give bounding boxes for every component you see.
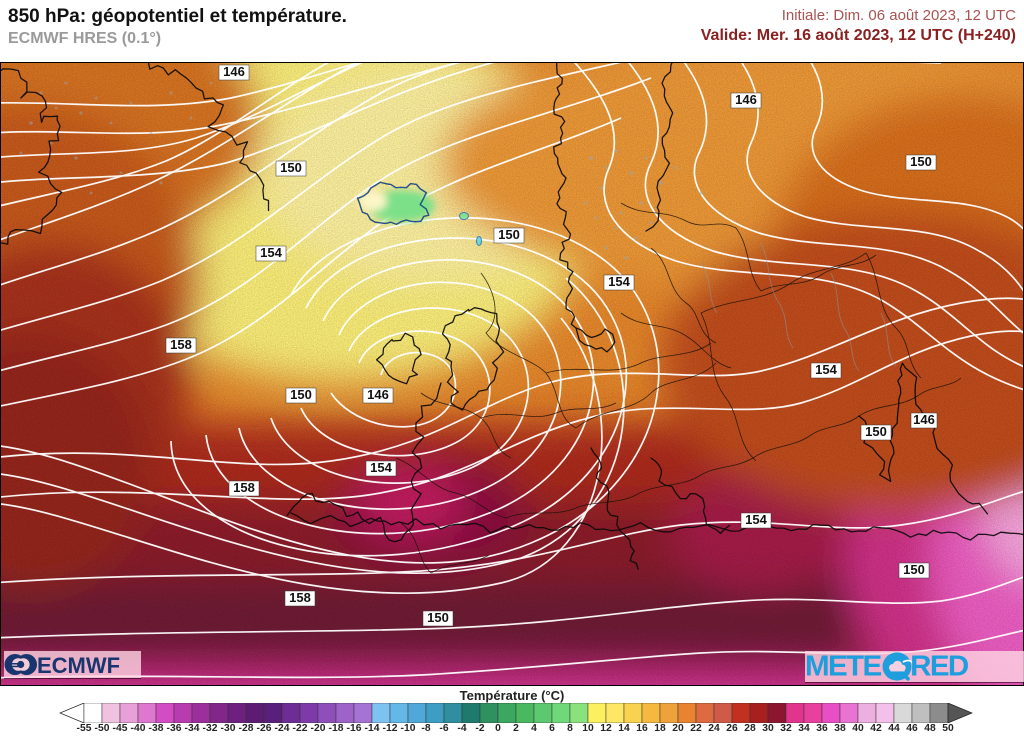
svg-text:ECMWF: ECMWF [37,653,120,678]
svg-text:158: 158 [170,337,192,352]
svg-text:150: 150 [498,227,520,242]
svg-text:146: 146 [735,92,757,107]
svg-text:154: 154 [608,274,630,289]
svg-text:150: 150 [903,562,925,577]
svg-text:146: 146 [367,387,389,402]
svg-text:158: 158 [289,590,311,605]
svg-text:154: 154 [260,245,282,260]
svg-text:RED: RED [910,651,968,682]
svg-text:158: 158 [233,480,255,495]
svg-text:154: 154 [745,512,767,527]
svg-text:150: 150 [280,160,302,175]
svg-text:154: 154 [370,460,392,475]
svg-text:154: 154 [815,362,837,377]
svg-text:150: 150 [290,387,312,402]
svg-text:150: 150 [427,610,449,625]
svg-text:METE: METE [805,651,882,682]
svg-text:146: 146 [913,412,935,427]
svg-text:146: 146 [223,64,245,79]
svg-text:150: 150 [910,154,932,169]
svg-text:150: 150 [865,424,887,439]
